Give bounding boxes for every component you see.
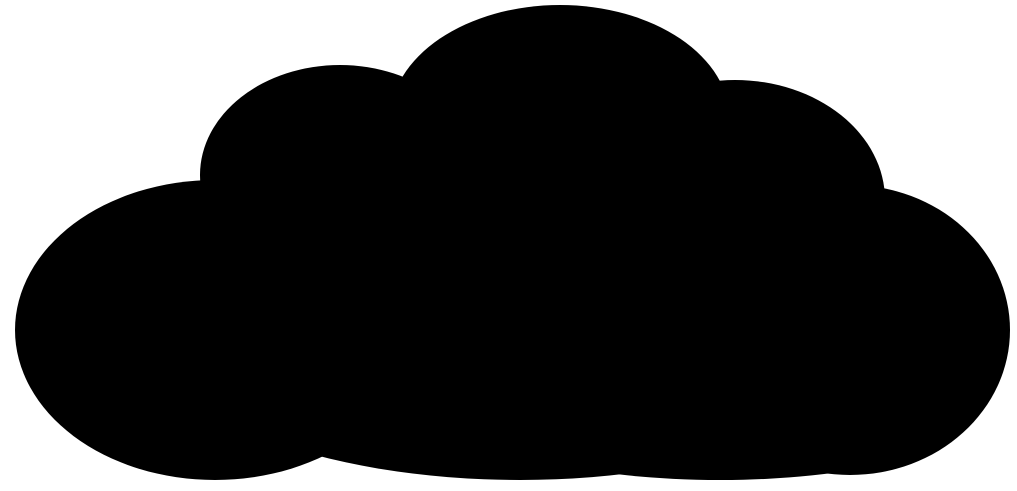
cloud-shape bbox=[15, 5, 1010, 480]
